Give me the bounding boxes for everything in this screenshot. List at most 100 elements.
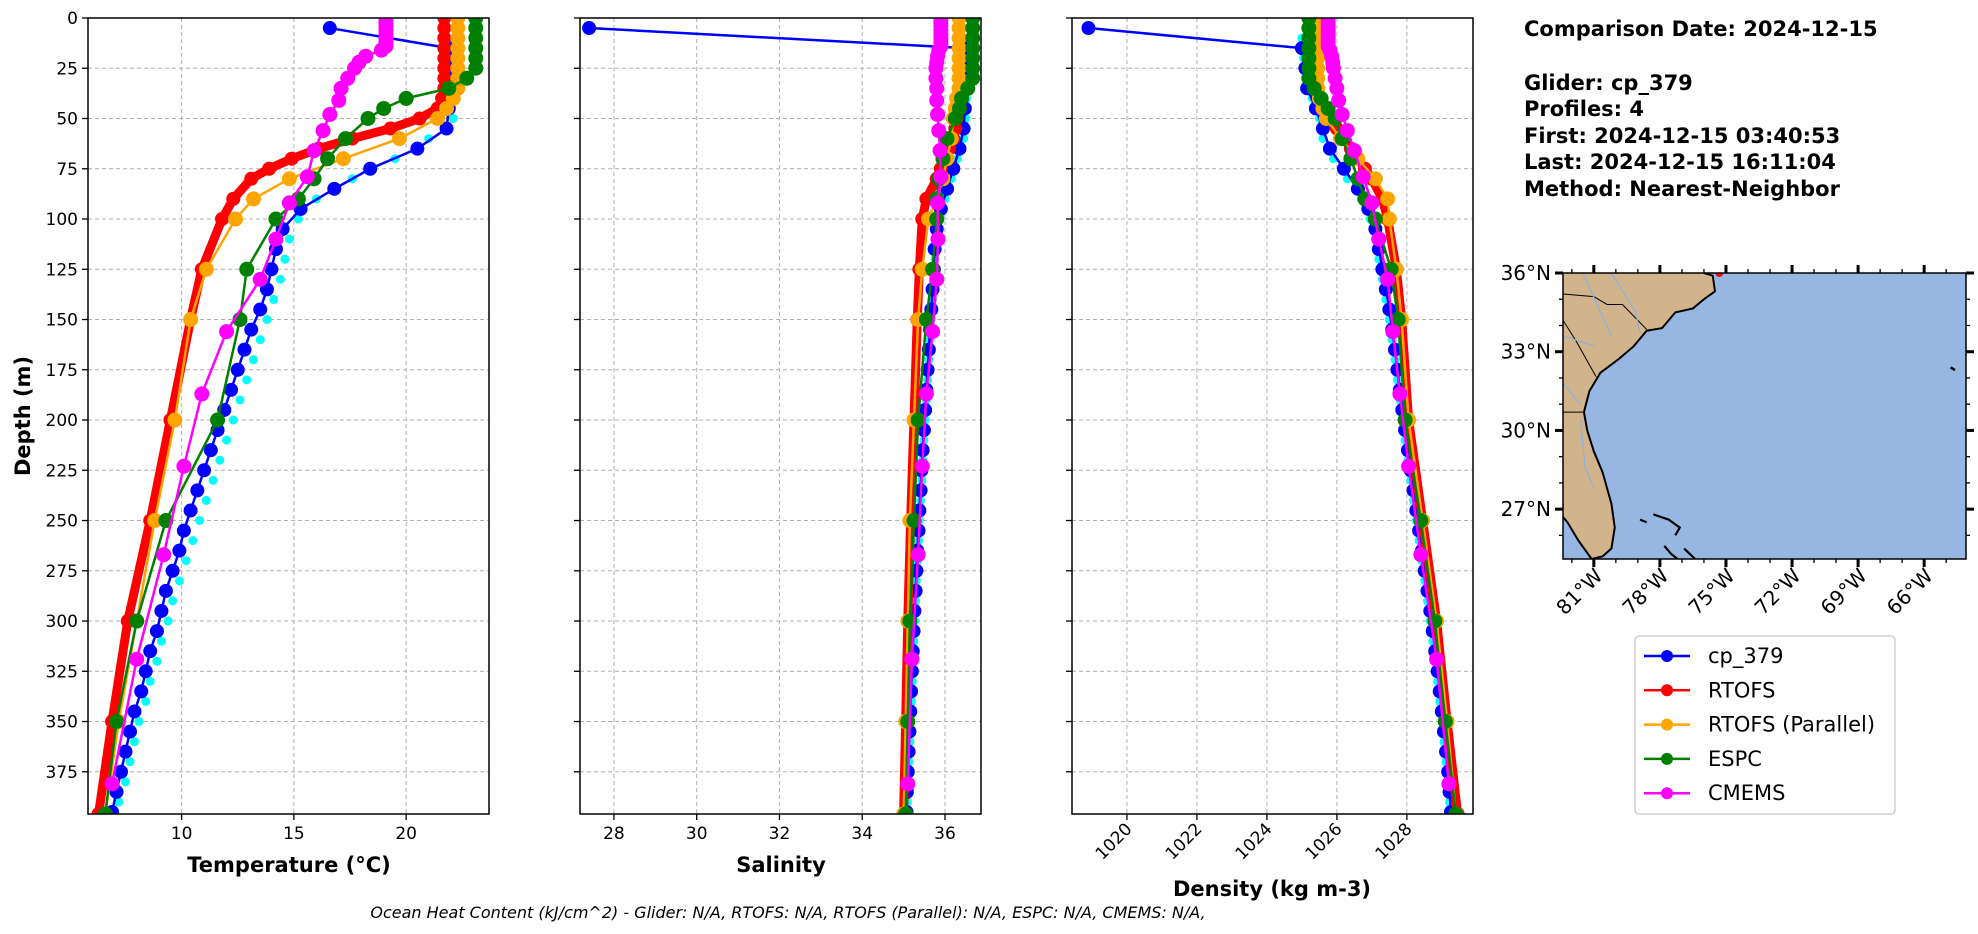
data-point-cmems: [1380, 271, 1396, 287]
data-point-espc: [918, 312, 934, 328]
data-point-glider: [410, 141, 425, 156]
data-point-cmems: [156, 547, 172, 563]
data-point-glider: [952, 141, 967, 156]
data-point-cmems: [914, 458, 930, 474]
data-point-cmems: [932, 143, 948, 159]
series-espc: [898, 18, 981, 814]
data-point-cmems: [929, 271, 945, 287]
data-point-cmems: [1413, 547, 1429, 563]
y-axis-label: Depth (m): [11, 356, 35, 476]
data-point-rtofs: [244, 171, 259, 186]
series-group: [91, 18, 484, 814]
y-tick-label: 25: [56, 59, 78, 79]
axes-frame: [1071, 17, 1474, 815]
data-point-rtofs_parallel: [1367, 171, 1383, 187]
x-tick-label: 1026: [1302, 819, 1347, 864]
data-point-espc: [1397, 412, 1413, 428]
data-point-rtofs: [919, 191, 934, 206]
island: [1652, 513, 1682, 536]
data-point-profiles: [448, 114, 458, 124]
data-point-rtofs_parallel: [167, 412, 183, 428]
data-point-espc: [468, 60, 484, 76]
data-point-profiles: [262, 315, 272, 325]
y-tick-label: 250: [46, 512, 78, 532]
data-point-glider: [244, 322, 259, 337]
river: [1563, 335, 1597, 348]
data-point-espc: [320, 151, 336, 167]
data-point-cmems: [1339, 123, 1355, 139]
axes-frame: [87, 17, 490, 815]
data-point-cmems: [925, 324, 941, 340]
data-point-rtofs_parallel: [228, 211, 244, 227]
data-point-profiles: [114, 797, 124, 807]
data-point-glider: [158, 583, 173, 598]
info-text-block: Comparison Date: 2024-12-15 Glider: cp_3…: [1524, 17, 1878, 201]
data-point-cmems: [930, 231, 946, 247]
legend-item: cp_379: [1644, 644, 1783, 669]
data-point-cmems: [1329, 80, 1345, 96]
data-point-glider: [363, 161, 378, 176]
y-tick-label: 100: [46, 210, 78, 230]
data-point-rtofs: [437, 31, 452, 46]
data-point-glider: [172, 543, 187, 558]
state-border: [1563, 293, 1648, 330]
data-point-espc: [239, 261, 255, 277]
data-point-espc: [947, 111, 963, 127]
data-point-glider: [127, 704, 142, 719]
data-point-rtofs_parallel: [245, 191, 261, 207]
series-cmems: [104, 18, 394, 792]
series-rtofs: [91, 18, 452, 814]
data-point-espc: [441, 80, 457, 96]
data-point-glider: [118, 744, 133, 759]
data-point-rtofs_parallel: [430, 111, 446, 127]
series-espc: [97, 18, 484, 814]
data-point-cmems: [1331, 92, 1347, 108]
data-point-cmems: [281, 195, 297, 211]
data-point-glider: [1322, 141, 1337, 156]
map-lat-label: 33°N: [1501, 340, 1551, 364]
data-point-glider: [134, 684, 149, 699]
legend-item: RTOFS: [1644, 678, 1775, 702]
data-point-cmems: [268, 231, 284, 247]
series-cmems: [900, 18, 949, 792]
y-tick-label: 375: [46, 763, 78, 783]
data-point-glider: [1081, 21, 1096, 36]
legend: cp_379 RTOFS RTOFS (Parallel) ESPC CMEMS: [1634, 635, 1896, 815]
river: [1563, 382, 1582, 405]
data-point-espc: [268, 211, 284, 227]
map-lat-label: 36°N: [1501, 261, 1551, 285]
data-point-cmems: [1346, 143, 1362, 159]
data-point-cmems: [219, 324, 235, 340]
legend-label: cp_379: [1708, 644, 1783, 669]
data-point-profiles: [201, 495, 211, 505]
legend-frame: [1634, 635, 1896, 815]
series-group: [1081, 18, 1465, 814]
data-point-cmems: [930, 106, 946, 122]
x-tick-label: 1020: [1092, 819, 1137, 864]
data-point-cmems: [373, 42, 389, 58]
data-point-rtofs_parallel: [198, 261, 214, 277]
axes-frame: [579, 17, 982, 815]
data-point-profiles: [174, 576, 184, 586]
data-point-rtofs: [284, 151, 299, 166]
data-point-cmems: [315, 123, 331, 139]
map-content: [1563, 273, 1966, 559]
river: [1582, 273, 1612, 337]
x-tick-label: 36: [934, 824, 956, 844]
data-point-glider: [322, 21, 337, 36]
data-point-profiles: [145, 676, 155, 686]
data-point-espc: [900, 714, 916, 730]
data-point-cmems: [1334, 106, 1350, 122]
x-tick-label: 28: [603, 824, 625, 844]
legend-item: ESPC: [1644, 747, 1762, 771]
y-tick-label: 0: [67, 9, 78, 29]
data-point-rtofs: [437, 21, 452, 36]
x-tick-label: 20: [395, 824, 417, 844]
x-axis-label-temperature: Temperature (°C): [187, 853, 390, 877]
data-point-cmems: [933, 169, 949, 185]
data-point-cmems: [929, 92, 945, 108]
map-lon-label: 75°W: [1683, 563, 1739, 619]
y-tick-label: 350: [46, 713, 78, 733]
data-point-rtofs_parallel: [1381, 211, 1397, 227]
data-point-rtofs_parallel: [147, 513, 163, 529]
